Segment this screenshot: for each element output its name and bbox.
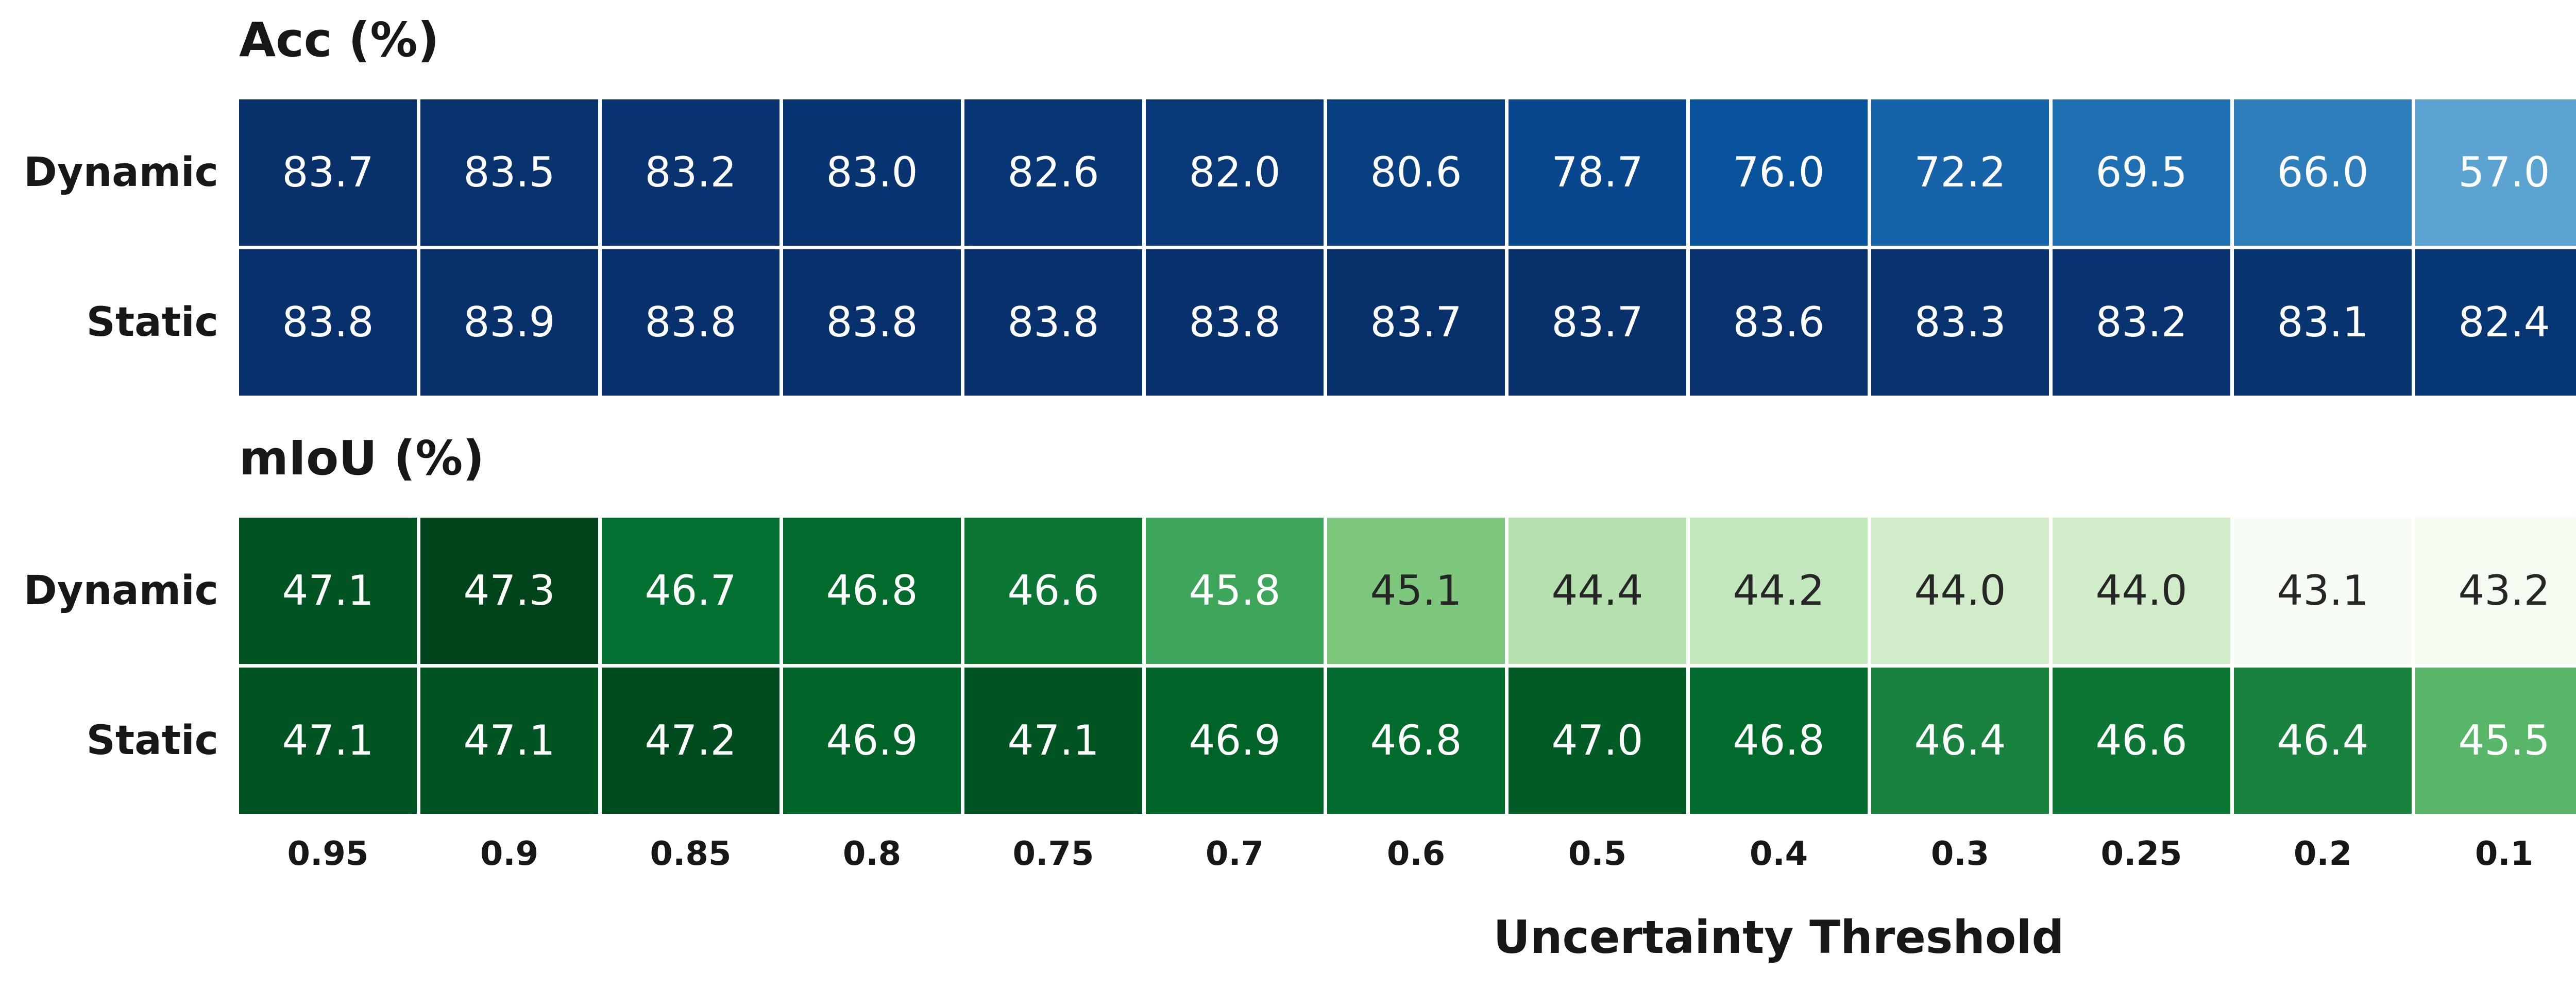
heatmap-cell-acc-dynamic-0.85: 83.2 xyxy=(602,99,779,246)
x-tick-label-0.4: 0.4 xyxy=(1749,835,1808,873)
heatmap-cell-miou-static-0.2: 46.4 xyxy=(2234,668,2412,814)
section-title-acc: Acc (%) xyxy=(239,12,439,67)
heatmap-cell-miou-static-0.95: 47.1 xyxy=(239,668,417,814)
heatmap-cell-acc-static-0.85: 83.8 xyxy=(602,249,779,396)
heatmap-cell-miou-dynamic-0.7: 45.8 xyxy=(1146,518,1324,664)
heatmap-cell-acc-static-0.6: 83.7 xyxy=(1327,249,1505,396)
heatmap-cell-miou-dynamic-0.4: 44.2 xyxy=(1690,518,1868,664)
section-title-miou: mIoU (%) xyxy=(239,431,485,486)
x-tick-label-0.85: 0.85 xyxy=(650,835,732,873)
heatmap-cell-acc-static-0.95: 83.8 xyxy=(239,249,417,396)
x-tick-label-0.3: 0.3 xyxy=(1930,835,1990,873)
x-tick-label-0.6: 0.6 xyxy=(1386,835,1446,873)
heatmap-cell-miou-static-0.3: 46.4 xyxy=(1871,668,2049,814)
heatmap-cell-miou-static-0.4: 46.8 xyxy=(1690,668,1868,814)
heatmap-cell-acc-dynamic-0.25: 69.5 xyxy=(2053,99,2230,246)
heatmap-cell-acc-dynamic-0.8: 83.0 xyxy=(783,99,961,246)
row-label-miou-static: Static xyxy=(86,718,218,764)
heatmap-cell-miou-static-0.85: 47.2 xyxy=(602,668,779,814)
heatmap-cell-miou-dynamic-0.9: 47.3 xyxy=(420,518,598,664)
heatmap-cell-acc-dynamic-0.4: 76.0 xyxy=(1690,99,1868,246)
x-tick-label-0.8: 0.8 xyxy=(842,835,902,873)
x-tick-label-0.9: 0.9 xyxy=(480,835,539,873)
heatmap-grid-acc: 83.7 83.5 83.2 83.0 82.6 82.0 80.6 78.7 76.0 72.2… xyxy=(239,99,2576,396)
heatmap-cell-miou-dynamic-0.3: 44.0 xyxy=(1871,518,2049,664)
heatmap-cell-miou-dynamic-0.75: 46.6 xyxy=(964,518,1142,664)
x-axis-title: Uncertainty Threshold xyxy=(1493,911,2064,964)
heatmap-cell-miou-dynamic-0.1: 43.2 xyxy=(2415,518,2576,664)
heatmap-cell-miou-static-0.8: 46.9 xyxy=(783,668,961,814)
heatmap-cell-acc-dynamic-0.3: 72.2 xyxy=(1871,99,2049,246)
x-tick-label-0.75: 0.75 xyxy=(1012,835,1094,873)
x-tick-label-0.5: 0.5 xyxy=(1568,835,1627,873)
heatmap-cell-miou-static-0.7: 46.9 xyxy=(1146,668,1324,814)
heatmap-cell-acc-static-0.7: 83.8 xyxy=(1146,249,1324,396)
heatmap-cell-miou-static-0.9: 47.1 xyxy=(420,668,598,814)
row-label-acc-static: Static xyxy=(86,299,218,346)
heatmap-cell-acc-dynamic-0.1: 57.0 xyxy=(2415,99,2576,246)
heatmap-cell-acc-static-0.4: 83.6 xyxy=(1690,249,1868,396)
x-tick-label-0.2: 0.2 xyxy=(2293,835,2352,873)
heatmap-cell-acc-static-0.75: 83.8 xyxy=(964,249,1142,396)
heatmap-cell-acc-static-0.1: 82.4 xyxy=(2415,249,2576,396)
x-tick-label-0.7: 0.7 xyxy=(1205,835,1264,873)
heatmap-cell-acc-static-0.9: 83.9 xyxy=(420,249,598,396)
heatmap-grid-miou: 47.1 47.3 46.7 46.8 46.6 45.8 45.1 44.4 44.2 44.0… xyxy=(239,518,2576,814)
heatmap-cell-miou-static-0.6: 46.8 xyxy=(1327,668,1505,814)
heatmap-cell-acc-dynamic-0.6: 80.6 xyxy=(1327,99,1505,246)
heatmap-cell-acc-static-0.3: 83.3 xyxy=(1871,249,2049,396)
heatmap-cell-miou-dynamic-0.8: 46.8 xyxy=(783,518,961,664)
heatmap-cell-acc-dynamic-0.95: 83.7 xyxy=(239,99,417,246)
x-tick-label-0.25: 0.25 xyxy=(2100,835,2182,873)
heatmap-cell-acc-dynamic-0.75: 82.6 xyxy=(964,99,1142,246)
heatmap-cell-miou-dynamic-0.95: 47.1 xyxy=(239,518,417,664)
row-label-miou-dynamic: Dynamic xyxy=(23,568,218,614)
row-label-acc-dynamic: Dynamic xyxy=(23,149,218,196)
heatmap-cell-acc-static-0.25: 83.2 xyxy=(2053,249,2230,396)
heatmap-cell-miou-static-0.5: 47.0 xyxy=(1509,668,1686,814)
heatmap-cell-miou-static-0.75: 47.1 xyxy=(964,668,1142,814)
heatmap-cell-miou-dynamic-0.6: 45.1 xyxy=(1327,518,1505,664)
heatmap-cell-miou-dynamic-0.5: 44.4 xyxy=(1509,518,1686,664)
heatmap-cell-acc-static-0.8: 83.8 xyxy=(783,249,961,396)
x-axis-tick-labels: 0.95 0.9 0.85 0.8 0.75 0.7 0.6 0.5 0.4 0.3 0.25 0.2… xyxy=(239,832,2576,876)
heatmap-cell-acc-static-0.5: 83.7 xyxy=(1509,249,1686,396)
heatmap-cell-acc-dynamic-0.5: 78.7 xyxy=(1509,99,1686,246)
heatmap-cell-miou-static-0.25: 46.6 xyxy=(2053,668,2230,814)
heatmap-cell-acc-static-0.2: 83.1 xyxy=(2234,249,2412,396)
heatmap-cell-acc-dynamic-0.9: 83.5 xyxy=(420,99,598,246)
heatmap-cell-miou-static-0.1: 45.5 xyxy=(2415,668,2576,814)
heatmap-cell-acc-dynamic-0.2: 66.0 xyxy=(2234,99,2412,246)
x-tick-label-0.1: 0.1 xyxy=(2475,835,2534,873)
heatmap-cell-miou-dynamic-0.2: 43.1 xyxy=(2234,518,2412,664)
heatmap-cell-miou-dynamic-0.85: 46.7 xyxy=(602,518,779,664)
heatmap-cell-miou-dynamic-0.25: 44.0 xyxy=(2053,518,2230,664)
x-tick-label-0.95: 0.95 xyxy=(287,835,369,873)
heatmap-cell-acc-dynamic-0.7: 82.0 xyxy=(1146,99,1324,246)
